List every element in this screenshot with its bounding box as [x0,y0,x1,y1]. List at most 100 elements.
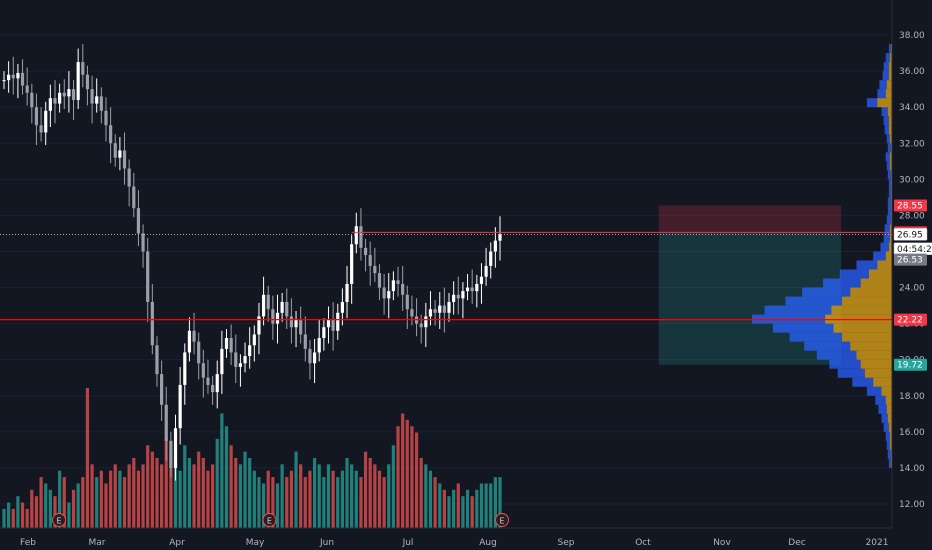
volume-bar [336,477,340,528]
profile-bar-blue [886,440,890,450]
x-tick-label: Apr [169,538,185,548]
volume-bar [99,470,103,528]
volume-bar [215,438,219,528]
volume-bar [220,413,224,528]
candle-body [113,143,117,158]
price-tag-bg [893,228,928,241]
volume-bar [210,464,215,528]
volume-bar [275,483,280,528]
profile-bar-orange [890,215,892,225]
candle-body [132,186,136,209]
volume-bar [396,426,400,528]
volume-bar [76,483,80,528]
x-tick-label: Feb [20,538,36,548]
y-tick-label: 32.00 [899,139,925,149]
volume-bar [493,477,497,528]
profile-bar-blue [885,431,890,441]
candle-body [215,374,219,393]
volume-bar [359,477,363,528]
price-tag-bg [894,313,927,326]
volume-bar [155,458,159,528]
volume-bar [414,432,419,528]
profile-bar-orange [889,440,892,450]
volume-bar [354,470,358,528]
candle-body [303,334,307,349]
volume-bar [30,489,34,528]
volume-bar [303,477,307,528]
profile-bar-orange [850,341,892,351]
candle-body [419,323,423,328]
volume-bar [229,445,233,528]
profile-bar-blue [852,377,874,387]
volume-bar [173,464,178,528]
candle-body [197,341,201,364]
profile-bar-blue [886,161,890,171]
volume-bar [447,496,451,528]
candle-body [280,301,284,313]
candle-body [62,92,66,97]
time-axis[interactable]: Feb Mar Apr May Jun Jul Aug Sep Oct Nov Dec 2021 [20,538,888,548]
candle-body [261,294,266,317]
candle-body [30,92,34,108]
volume-bar [109,470,113,528]
profile-bar-blue [877,89,886,99]
candle-body [275,312,280,324]
profile-bar-blue [866,98,878,108]
candle-body [387,291,391,299]
profile-bar-orange [860,359,892,369]
candle-body [210,384,215,393]
candle-body [312,352,317,364]
candle-body [489,251,493,266]
candle-body [109,125,113,144]
profile-bar-blue [880,242,889,252]
profile-bar-blue [856,260,878,270]
profile-bar-blue [878,404,887,414]
y-tick-label: 14.00 [899,464,925,474]
volume-bar [452,489,456,528]
volume-bar [299,464,303,528]
candle-body [44,110,48,133]
profile-bar-orange [864,368,892,378]
volume-bar [498,477,502,528]
candle-body [350,244,354,284]
candle-body [2,80,6,82]
profile-bar-orange [831,305,892,315]
profile-bar-blue [884,125,889,135]
earnings-label: E [500,517,505,526]
profile-bar-orange [887,413,892,423]
volume-bar [20,502,25,528]
profile-bar-orange [873,377,892,387]
profile-bar-orange [877,98,892,108]
volume-bar [461,496,465,528]
profile-bar-blue [839,269,870,279]
candle-body [484,265,488,277]
profile-bar-blue [888,188,891,198]
candle-body [340,301,344,313]
y-tick-label: 18.00 [899,392,925,402]
volume-bar [206,470,210,528]
volume-bar [428,470,433,528]
horizontal-lines[interactable] [0,231,892,321]
candle-body [252,334,256,346]
candle-body [266,294,270,310]
volume-bar [266,470,270,528]
candle-body [150,301,154,346]
volume-bar [322,477,326,528]
candle-body [16,72,20,79]
price-tag-label: 28.55 [897,201,923,211]
candle-body [20,72,25,86]
candle-body [160,374,164,405]
volume-bar [187,458,192,528]
profile-bar-orange [856,350,892,360]
volume-bar [164,438,168,528]
volume-bar [475,489,479,528]
profile-bar-blue [887,197,891,207]
profile-bar-orange [889,152,892,162]
profile-bar-orange [841,296,892,306]
price-tag-bg [894,253,927,266]
x-tick-label: Oct [635,538,651,548]
candle-body [377,273,382,288]
candle-body [424,316,428,328]
